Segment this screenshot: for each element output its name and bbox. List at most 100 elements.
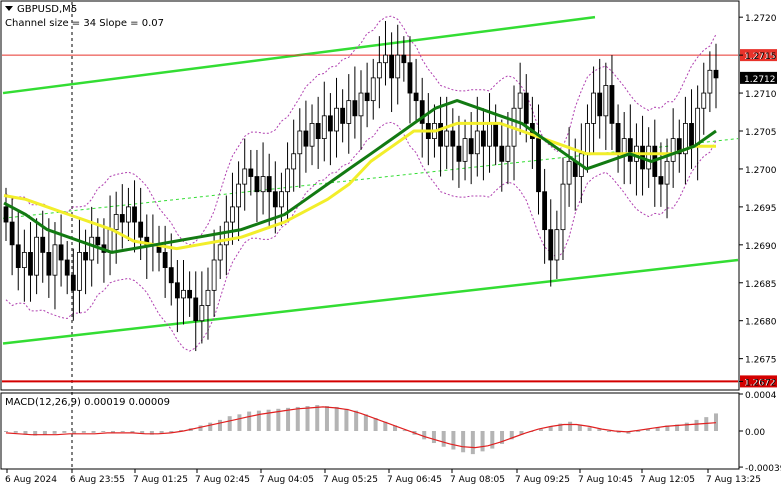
candle-body	[230, 206, 235, 223]
macd-histogram-bar	[441, 431, 446, 447]
candle-body	[70, 274, 76, 291]
macd-histogram-bar	[568, 421, 573, 431]
candle-body	[266, 176, 272, 193]
macd-histogram-bar	[684, 422, 689, 431]
candle-body	[542, 191, 548, 231]
candle-body	[211, 259, 217, 291]
candle-body	[707, 69, 713, 94]
candle-body	[383, 54, 388, 64]
candle-body	[627, 138, 633, 162]
macd-histogram-bar	[714, 413, 718, 431]
candle-body	[523, 92, 529, 124]
candle-body	[401, 54, 407, 64]
macd-histogram-bar	[470, 431, 475, 455]
macd-histogram-bar	[509, 431, 514, 440]
candle-body	[132, 206, 137, 223]
candle-body	[126, 206, 131, 223]
candle-body	[248, 168, 254, 177]
macd-histogram-bar	[422, 431, 427, 440]
candle-body	[199, 305, 205, 322]
candle-body	[597, 92, 603, 117]
time-tick-label: 7 Aug 06:45	[387, 475, 442, 485]
macd-histogram-bar	[315, 405, 320, 431]
channel-info: Channel size = 34 Slope = 0.07	[5, 18, 164, 29]
macd-histogram-bar	[354, 410, 359, 431]
candle-body	[517, 92, 523, 109]
candle-body	[9, 221, 15, 246]
macd-histogram-bar	[675, 424, 680, 431]
candle-body	[358, 92, 364, 117]
macd-histogram-bar	[52, 431, 57, 434]
candle-body	[493, 123, 499, 147]
macd-histogram-bar	[72, 431, 77, 434]
macd-histogram-bar	[558, 423, 563, 431]
candle-body	[621, 138, 627, 155]
macd-histogram-bar	[344, 408, 349, 431]
time-tick-label: 7 Aug 01:25	[133, 475, 188, 485]
candle-body	[77, 252, 82, 291]
macd-histogram-bar	[305, 406, 310, 431]
candle-body	[242, 168, 248, 185]
candle-body	[548, 229, 554, 261]
macd-histogram-bar	[217, 419, 222, 431]
candle-body	[701, 92, 707, 109]
candle-body	[352, 100, 358, 117]
candle-body	[395, 54, 401, 79]
candle-body	[419, 100, 425, 124]
macd-histogram-bar	[130, 431, 135, 433]
macd-histogram-bar	[704, 417, 709, 431]
macd-panel: 0.0004 0.00 -0.00039	[4, 391, 781, 474]
macd-histogram-bar	[694, 419, 699, 431]
candle-body	[279, 191, 284, 208]
macd-histogram-bar	[607, 431, 612, 432]
macd-histogram-bar	[33, 431, 38, 436]
candle-body	[664, 160, 670, 185]
price-tick-label: 1.2705	[745, 128, 777, 138]
candle-body	[462, 138, 468, 162]
candle-body	[138, 221, 144, 238]
time-tick-label: 7 Aug 08:05	[450, 475, 505, 485]
macd-histogram-bar	[169, 431, 174, 433]
candle-body	[168, 267, 174, 284]
main-plot-frame	[0, 0, 740, 391]
candle-body	[58, 244, 64, 261]
price-tick-label: 1.2672	[745, 378, 777, 388]
candle-body	[254, 176, 260, 193]
price-candles	[3, 20, 719, 352]
macd-histogram-bar	[431, 431, 436, 444]
macd-histogram-bar	[149, 431, 154, 435]
candle-body	[566, 160, 572, 185]
candle-body	[646, 145, 652, 170]
time-tick-label: 7 Aug 05:25	[323, 475, 378, 485]
macd-histogram-bar	[655, 427, 660, 431]
candle-body	[3, 206, 9, 223]
price-tick-label: 1.2680	[745, 318, 777, 328]
candle-body	[364, 92, 370, 102]
chart-menu-arrow-icon[interactable]	[5, 6, 13, 11]
candle-body	[407, 62, 413, 94]
time-tick-label: 7 Aug 02:45	[195, 475, 250, 485]
candle-body	[21, 252, 27, 268]
macd-histogram-bar	[110, 431, 115, 433]
macd-histogram-bar	[636, 431, 641, 432]
macd-histogram-bar	[373, 418, 378, 431]
candle-body	[615, 123, 621, 155]
candle-body	[205, 289, 211, 306]
time-tick-label: 7 Aug 12:05	[640, 475, 695, 485]
candle-body	[689, 123, 694, 147]
candle-body	[536, 138, 541, 193]
macd-histogram-bar	[548, 426, 553, 431]
macd-histogram-bar	[626, 431, 631, 434]
candle-body	[499, 145, 505, 162]
macd-histogram-bar	[227, 416, 232, 431]
candle-body	[713, 69, 719, 79]
candle-body	[174, 282, 180, 299]
level-badge-label: 1.2672	[744, 378, 776, 388]
candle-body	[95, 236, 101, 246]
macd-histogram-bar	[198, 425, 203, 431]
macd-histogram-bar	[363, 414, 368, 431]
current-price-label: 1.2712	[744, 75, 776, 85]
price-axis: 1.2720 1.2715 1.2710 1.2705 1.2700 1.2695 1.26…	[739, 14, 777, 388]
candle-body	[52, 244, 58, 276]
